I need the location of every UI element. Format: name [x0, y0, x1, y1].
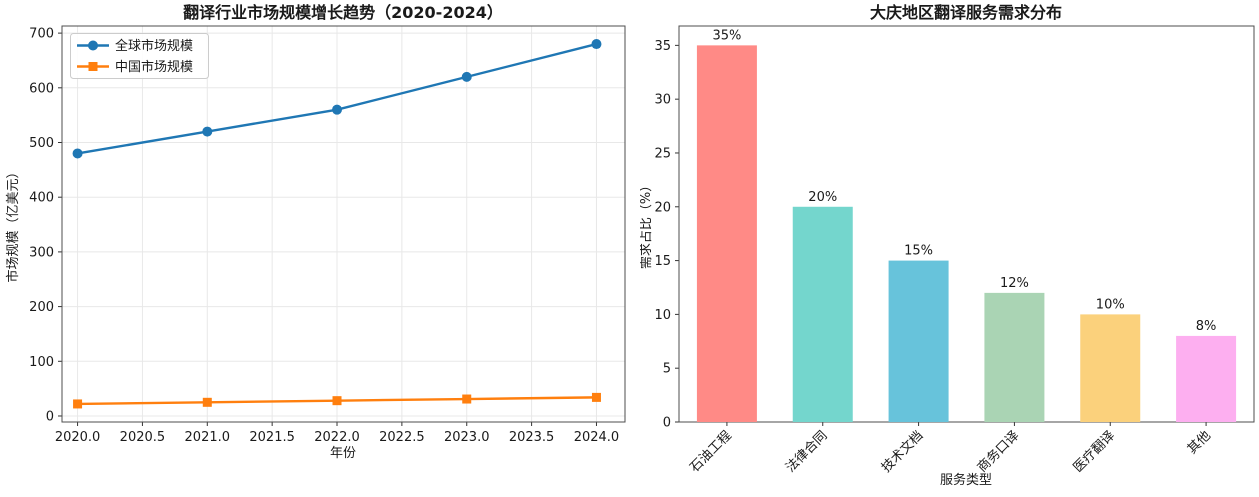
- x-tick-label: 医疗翻译: [1071, 428, 1118, 475]
- data-point: [73, 399, 83, 409]
- y-tick-label: 300: [29, 245, 54, 260]
- bar-value-label: 35%: [712, 28, 741, 43]
- y-tick-label: 5: [663, 362, 671, 377]
- data-point: [591, 392, 601, 402]
- y-tick-label: 100: [29, 355, 54, 370]
- y-tick-label: 20: [654, 200, 671, 215]
- data-point: [461, 71, 472, 82]
- data-point: [332, 104, 343, 115]
- data-point: [202, 397, 212, 407]
- x-tick-label: 2023.0: [444, 430, 490, 445]
- y-tick-label: 600: [29, 81, 54, 96]
- bar-value-label: 10%: [1096, 297, 1125, 312]
- x-tick-label: 2024.0: [574, 430, 620, 445]
- bar-value-label: 8%: [1196, 319, 1217, 334]
- bar-value-label: 15%: [904, 244, 933, 259]
- bar-chart-title: 大庆地区翻译服务需求分布: [870, 3, 1062, 22]
- data-point: [72, 148, 83, 159]
- line-chart-series: [72, 39, 602, 409]
- bar-value-label: 20%: [808, 190, 837, 205]
- y-tick-label: 15: [654, 254, 671, 269]
- data-point: [462, 394, 472, 404]
- x-tick-label: 石油工程: [687, 428, 734, 475]
- legend-entry-label: 全球市场规模: [115, 38, 193, 54]
- line-chart-ylabel: 市场规模（亿美元）: [5, 165, 21, 282]
- x-tick-label: 2020.0: [55, 430, 101, 445]
- line-chart-plot-border: [61, 25, 626, 423]
- x-tick-label: 2021.5: [249, 430, 295, 445]
- y-tick-label: 30: [654, 93, 671, 108]
- x-tick-label: 其他: [1185, 428, 1214, 457]
- bar: [1176, 335, 1237, 422]
- x-tick-label: 2021.0: [185, 430, 231, 445]
- y-tick-label: 10: [654, 308, 671, 323]
- x-tick-label: 2022.0: [314, 430, 360, 445]
- y-tick-label: 0: [663, 416, 671, 431]
- data-point: [202, 126, 213, 137]
- bar: [696, 45, 757, 422]
- x-tick-label: 技术文档: [879, 428, 926, 475]
- data-point: [332, 396, 342, 406]
- y-tick-label: 500: [29, 136, 54, 151]
- y-tick-label: 400: [29, 191, 54, 206]
- line-chart: 2020.0 2020.5 2021.0 2021.5 2022.0 2022.5 2023…: [5, 3, 626, 461]
- y-tick-label: 35: [654, 39, 671, 54]
- bar: [1080, 314, 1141, 422]
- x-tick-label: 法律合同: [783, 428, 830, 475]
- x-tick-label: 2023.5: [509, 430, 555, 445]
- line-chart-xlabel: 年份: [330, 446, 356, 461]
- line-chart-gridlines: [62, 26, 625, 422]
- line-chart-title: 翻译行业市场规模增长趋势（2020-2024）: [183, 3, 503, 22]
- bar-value-label: 12%: [1000, 276, 1029, 291]
- bar: [888, 260, 949, 422]
- y-tick-label: 200: [29, 300, 54, 315]
- bar-chart-plot-border: [678, 25, 1255, 423]
- x-tick-label: 2020.5: [120, 430, 166, 445]
- line-chart-ticks: 2020.0 2020.5 2021.0 2021.5 2022.0 2022.5 2023…: [29, 27, 619, 445]
- x-tick-label: 商务口译: [974, 428, 1022, 476]
- y-tick-label: 25: [654, 146, 671, 161]
- bar-chart-ylabel: 需求占比（%）: [640, 179, 654, 269]
- x-tick-label: 2022.5: [379, 430, 425, 445]
- bar: [792, 206, 853, 422]
- legend-marker-circle: [88, 40, 98, 51]
- bar-chart-xlabel: 服务类型: [940, 472, 992, 488]
- legend-entry-label: 中国市场规模: [115, 59, 193, 75]
- bar: [984, 292, 1045, 422]
- legend-marker-square: [88, 62, 98, 71]
- y-tick-label: 0: [46, 409, 54, 424]
- y-tick-label: 700: [29, 27, 54, 42]
- bar-chart: 0 5 10 15 20 25 30 35 石油工程 法律合同 技术文档 商务口译 医疗翻译 其他 35%…: [640, 3, 1255, 488]
- data-point: [591, 39, 602, 50]
- bar-chart-bars: 35% 20% 15% 12% 10% 8%: [696, 28, 1237, 422]
